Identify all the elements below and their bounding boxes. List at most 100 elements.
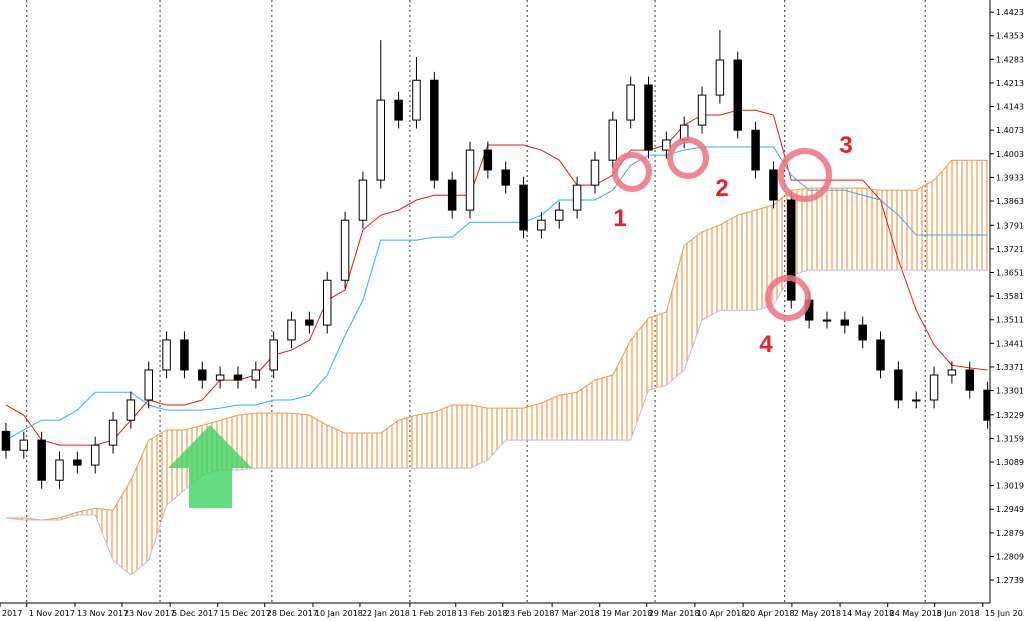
y-tick-label: 1.27390	[996, 576, 1024, 585]
candle-body	[358, 179, 368, 221]
candle-body	[376, 99, 386, 181]
candle-body	[55, 459, 64, 481]
y-tick-label: 1.33010	[996, 387, 1024, 396]
y-tick-label: 1.42830	[996, 55, 1024, 64]
candle-body	[555, 209, 564, 221]
highlight-circle	[612, 152, 652, 192]
candle-body	[198, 369, 207, 381]
candle-body	[126, 399, 136, 421]
plot-area	[1, 0, 990, 603]
candle-body	[894, 369, 903, 401]
x-tick-label: 24 May 2018	[890, 609, 942, 618]
candle-body	[412, 79, 421, 121]
y-tick-label: 1.28790	[996, 529, 1024, 538]
x-tick-label: 5 Jun 2018	[937, 609, 980, 618]
candle-body	[947, 369, 957, 376]
x-tick-label: 10 Jan 2018	[315, 609, 363, 618]
candle-body	[644, 84, 653, 151]
y-tick-label: 1.33710	[996, 363, 1024, 372]
candle-body	[822, 319, 832, 322]
candle-body	[180, 339, 189, 371]
y-tick-label: 1.28090	[996, 552, 1024, 561]
candle-body	[108, 419, 118, 446]
x-tick-label: 23 Feb 2018	[505, 609, 555, 618]
candle-body	[322, 279, 332, 326]
y-tick-label: 1.35810	[996, 292, 1024, 301]
x-tick-label: 1 Feb 2018	[412, 609, 457, 618]
x-tick-label: 15 Dec 2017	[220, 609, 271, 618]
candle-body	[483, 149, 493, 171]
y-tick-label: 1.35110	[996, 316, 1024, 325]
candle-body	[787, 199, 796, 301]
y-tick-label: 1.30190	[996, 482, 1024, 491]
candle-body	[840, 319, 850, 326]
y-tick-label: 1.34410	[996, 339, 1024, 348]
y-tick-label: 1.37210	[996, 245, 1024, 254]
annotation-label: 4	[759, 331, 773, 358]
y-tick-label: 1.32290	[996, 411, 1024, 420]
y-tick-label: 1.38630	[996, 197, 1024, 206]
annotations: 1 2 3 4	[612, 132, 853, 358]
x-tick-label: 29 Mar 2018	[649, 609, 700, 618]
x-tick-label: 22 Jan 2018	[362, 609, 410, 618]
x-tick-label: 14 May 2018	[842, 609, 894, 618]
x-tick-label: 1 Nov 2017	[29, 609, 75, 618]
x-tick-label: 19 Mar 2018	[602, 609, 653, 618]
indicator-line	[5, 109, 988, 446]
y-tick-label: 1.44230	[996, 8, 1024, 17]
candle-body	[733, 59, 742, 131]
annotation-label: 2	[715, 175, 728, 202]
highlight-circle	[667, 137, 709, 179]
candle-body	[162, 339, 171, 371]
candle-body	[215, 374, 225, 381]
candle-body	[73, 459, 82, 466]
candle-body	[251, 369, 261, 381]
candle-body	[929, 374, 939, 401]
candle-body	[715, 59, 725, 96]
x-tick-label: 5 Dec 2017	[172, 609, 218, 618]
y-tick-label: 1.40030	[996, 150, 1024, 159]
candle-body	[465, 149, 475, 211]
x-tick-label: 13 Nov 2017	[77, 609, 128, 618]
candle-body	[144, 369, 153, 401]
x-tick-label: 20 Apr 2018	[745, 609, 794, 618]
candle-body	[501, 169, 510, 186]
y-tick-label: 1.37910	[996, 221, 1024, 230]
x-tick-label: 2 May 2018	[794, 609, 841, 618]
candle-body	[37, 439, 46, 481]
x-tick-label: 15 Jun 2018	[985, 609, 1024, 618]
y-tick-label: 1.36510	[996, 268, 1024, 277]
candle-body	[751, 129, 760, 171]
y-tick-label: 1.39330	[996, 173, 1024, 182]
candle-body	[305, 319, 314, 326]
y-tick-label: 1.43530	[996, 32, 1024, 41]
candle-body	[537, 219, 546, 231]
y-tick-label: 1.40730	[996, 126, 1024, 135]
x-tick-label: 2017	[2, 609, 22, 618]
candle-body	[519, 184, 528, 231]
candle-body	[858, 324, 867, 341]
candle-body	[287, 319, 296, 341]
highlight-circle	[765, 275, 811, 321]
y-tick-label: 1.41430	[996, 103, 1024, 112]
candle-body	[1, 430, 11, 451]
x-tick-label: 7 Mar 2018	[554, 609, 600, 618]
candle-body	[697, 94, 707, 126]
y-tick-label: 1.29490	[996, 505, 1024, 514]
candle-body	[590, 159, 600, 186]
indicator-line	[5, 269, 988, 576]
y-tick-label: 1.30890	[996, 458, 1024, 467]
x-tick-label: 28 Dec 2017	[267, 609, 318, 618]
candle-body	[447, 179, 457, 211]
candle-body	[769, 169, 778, 201]
candle-body	[269, 339, 278, 371]
candle-body	[876, 339, 885, 371]
x-tick-label: 10 Apr 2018	[697, 609, 746, 618]
candle-body	[572, 184, 582, 211]
candle-body	[19, 439, 29, 451]
candle-body	[340, 219, 350, 281]
